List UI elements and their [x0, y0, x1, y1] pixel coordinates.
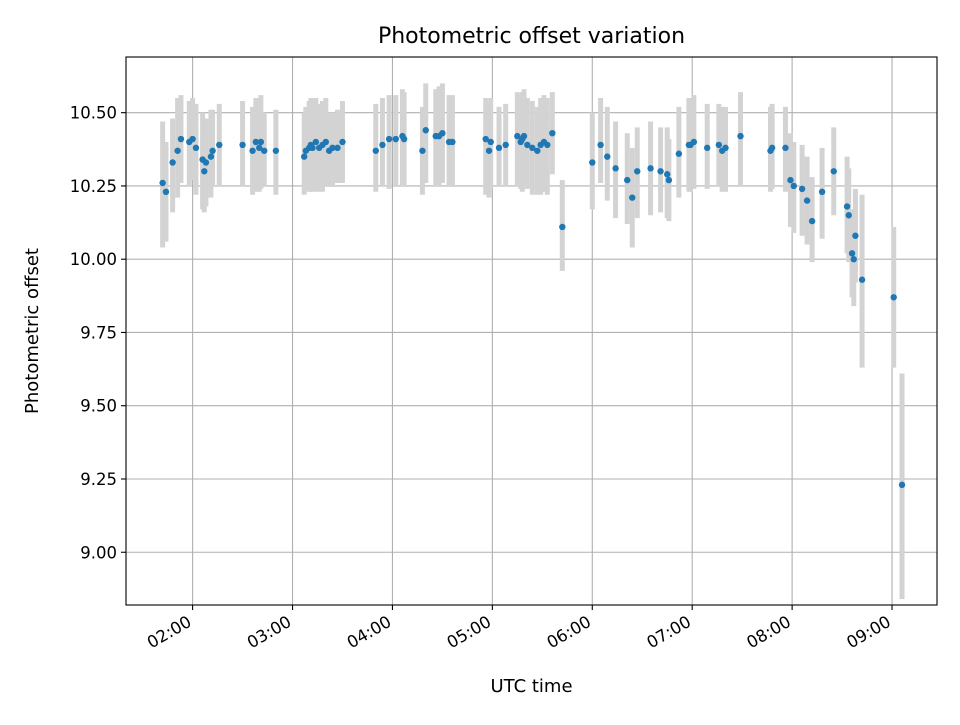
data-point [209, 147, 216, 154]
y-tick-label: 10.00 [70, 250, 117, 269]
data-point [647, 165, 654, 172]
data-point [524, 141, 531, 149]
data-point [529, 144, 536, 152]
data-point [239, 141, 246, 149]
plot-area-frame [125, 56, 938, 606]
y-tick-label: 10.25 [70, 177, 117, 196]
data-point [665, 176, 673, 184]
data-point [675, 150, 683, 157]
data-point [629, 194, 636, 201]
data-point [830, 168, 837, 175]
data-point [845, 212, 852, 219]
data-point [664, 171, 671, 178]
data-point [372, 147, 379, 154]
data-point [379, 141, 386, 149]
data-point [392, 135, 399, 143]
data-point [257, 138, 265, 146]
data-point [843, 203, 851, 210]
data-point [189, 135, 196, 143]
data-point [808, 217, 816, 225]
data-point [549, 129, 556, 137]
data-point [589, 159, 596, 166]
data-point [604, 153, 611, 160]
data-point [202, 159, 210, 166]
data-point [790, 182, 797, 190]
data-point [890, 294, 897, 301]
y-tick-label: 9.50 [80, 397, 117, 416]
y-axis-label: Photometric offset [22, 248, 43, 414]
data-point [174, 147, 181, 154]
data-point [159, 179, 166, 187]
data-point [703, 144, 711, 152]
data-point [272, 147, 280, 154]
data-point [534, 147, 541, 154]
data-point [400, 135, 408, 143]
data-points [159, 127, 906, 489]
data-point [502, 141, 509, 149]
data-point [597, 141, 604, 149]
data-point [256, 144, 263, 152]
data-point [334, 144, 341, 152]
data-point [690, 138, 698, 146]
data-point [162, 188, 170, 196]
data-point [309, 144, 316, 152]
data-point [339, 138, 346, 146]
data-point [848, 250, 856, 257]
data-point [520, 132, 528, 140]
data-point [322, 138, 330, 146]
data-point [422, 127, 429, 134]
data-point [329, 144, 336, 152]
data-point [559, 223, 566, 231]
data-point [252, 138, 260, 146]
data-point [544, 141, 551, 149]
data-point [487, 138, 494, 146]
data-point [207, 153, 215, 160]
data-point [439, 129, 446, 137]
data-point [612, 165, 619, 172]
data-point [852, 232, 859, 239]
data-point [495, 144, 503, 152]
data-point [850, 256, 857, 263]
data-point [169, 159, 176, 166]
y-tick-label: 9.25 [80, 470, 117, 489]
data-point [634, 168, 641, 175]
data-point [722, 144, 729, 152]
data-point [657, 168, 664, 175]
data-point [485, 147, 493, 154]
data-point [312, 138, 320, 146]
data-point [798, 185, 806, 193]
data-point [261, 147, 268, 154]
data-point [715, 141, 723, 149]
data-point [768, 144, 776, 152]
y-tick-label: 9.75 [80, 323, 117, 342]
chart-title: Photometric offset variation [378, 24, 685, 49]
data-point [514, 132, 521, 140]
data-point [300, 153, 308, 160]
data-point [482, 135, 489, 143]
y-tick-label: 9.00 [80, 543, 117, 562]
data-point [449, 138, 456, 146]
data-point [249, 147, 256, 154]
data-point [201, 168, 208, 175]
data-point [782, 144, 789, 152]
data-point [737, 132, 744, 140]
data-point [192, 144, 200, 152]
data-point [787, 176, 794, 184]
data-point [385, 135, 393, 143]
x-axis-label: UTC time [490, 676, 572, 697]
data-point [858, 276, 866, 283]
data-point [177, 135, 185, 143]
data-point [419, 147, 426, 154]
data-point [216, 141, 223, 149]
data-point [803, 197, 811, 204]
data-point [898, 481, 906, 489]
y-tick-label: 10.50 [70, 104, 117, 123]
data-point [624, 176, 631, 184]
data-point [818, 188, 826, 196]
